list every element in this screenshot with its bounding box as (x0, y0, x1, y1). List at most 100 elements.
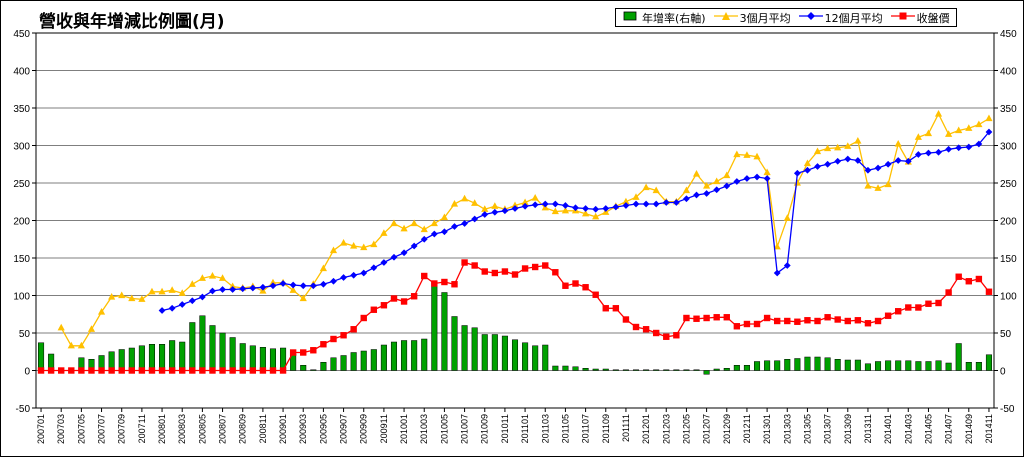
price-point (259, 367, 267, 374)
avg3-point (581, 209, 590, 217)
x-tick-label: 200907 (339, 414, 349, 444)
price-point (632, 323, 640, 331)
yoy-bar (138, 345, 145, 371)
right-axis-tick-label: 150 (1000, 254, 1017, 265)
yoy-bar (532, 345, 539, 371)
yoy-bar (814, 356, 821, 371)
right-axis-tick-label: 400 (1000, 67, 1017, 78)
x-tick-label: 201401 (883, 414, 893, 444)
avg3-point (531, 194, 539, 201)
avg3-point (561, 206, 570, 214)
avg3-point (652, 186, 660, 194)
yoy-bar (935, 360, 942, 371)
avg3-point (118, 291, 126, 299)
right-axis-tick-label: 200 (1000, 217, 1017, 228)
avg3-point (350, 242, 358, 249)
price-point (360, 314, 367, 322)
x-tick-label: 201107 (581, 414, 591, 443)
avg3-point (733, 150, 741, 158)
avg12-point (763, 175, 771, 182)
price-point (249, 367, 257, 374)
avg3-point (884, 180, 892, 188)
price-point (410, 293, 418, 300)
yoy-bar (693, 369, 700, 371)
price-point (269, 367, 277, 374)
yoy-bar (602, 368, 609, 371)
avg12-point (975, 140, 983, 148)
x-tick-label: 200805 (197, 414, 207, 444)
yoy-bar (733, 365, 740, 371)
left-axis-tick-label: 300 (13, 142, 30, 153)
yoy-bar (441, 292, 448, 371)
yoy-bar (864, 363, 871, 371)
price-point (592, 291, 599, 298)
yoy-bar (632, 369, 640, 371)
x-tick-label: 201305 (802, 414, 812, 444)
yoy-bar (471, 327, 478, 371)
price-point (905, 304, 912, 311)
yoy-bar (481, 334, 488, 371)
x-tick-label: 200911 (379, 414, 389, 443)
avg3-point (874, 184, 882, 191)
avg12-point (582, 205, 589, 212)
right-axis-tick-label: 250 (1000, 179, 1017, 190)
right-axis-tick-label: 50 (1000, 329, 1012, 340)
avg12-point (289, 281, 297, 289)
price-point (179, 367, 186, 374)
avg12-point (864, 166, 872, 174)
price-point (673, 332, 680, 339)
yoy-bar (491, 334, 498, 371)
left-axis-tick-label: 150 (13, 254, 30, 265)
x-tick-label: 200809 (238, 414, 248, 444)
yoy-bar (592, 368, 599, 371)
x-tick-label: 200707 (97, 414, 107, 444)
avg3-point (460, 194, 469, 202)
x-tick-label: 201205 (681, 414, 691, 444)
avg3-point (128, 294, 136, 302)
price-point (118, 367, 125, 374)
yoy-bar (320, 362, 327, 371)
x-tick-label: 201409 (964, 414, 974, 444)
price-point (320, 341, 327, 348)
price-point (925, 300, 932, 307)
price-point (582, 284, 589, 291)
avg12-point (219, 286, 226, 293)
avg3-point (97, 308, 106, 315)
avg12-point (481, 211, 489, 218)
price-point (451, 281, 458, 288)
price-point (471, 262, 478, 269)
x-tick-label: 201011 (500, 414, 510, 443)
avg12-point (834, 157, 842, 165)
x-tick-label: 201109 (601, 414, 611, 443)
avg3-point (57, 323, 65, 331)
yoy-bar (875, 361, 882, 371)
avg3-point (178, 289, 186, 296)
right-axis-tick-label: 0 (1000, 367, 1006, 378)
avg3-point (380, 229, 388, 236)
x-tick-label: 201009 (480, 414, 490, 444)
avg3-point (864, 182, 872, 189)
avg12-point (370, 264, 378, 272)
price-point (713, 314, 720, 321)
avg12-point (441, 228, 448, 236)
avg3-point (491, 202, 499, 209)
x-tick-label: 200703 (56, 414, 66, 444)
yoy-bar (209, 325, 216, 371)
price-point (168, 367, 176, 374)
avg3-point (87, 325, 96, 332)
x-tick-label: 201207 (702, 414, 712, 444)
yoy-bar (350, 352, 357, 371)
x-tick-label: 201103 (540, 414, 550, 443)
yoy-bar (421, 338, 428, 371)
price-point (128, 367, 135, 374)
yoy-bar (401, 340, 408, 371)
left-axis-tick-label: -50 (16, 404, 31, 415)
left-axis-tick-label: 100 (13, 292, 30, 303)
legend-label-price: 收盤價 (916, 11, 950, 25)
chart-legend: 年增率(右軸) 3個月平均 12個月平均 收盤價 (615, 8, 957, 27)
legend-square-marker (890, 11, 915, 24)
avg12-point (360, 269, 368, 277)
avg12-point (471, 215, 479, 223)
avg12-point (229, 286, 237, 293)
yoy-bar (300, 365, 307, 371)
